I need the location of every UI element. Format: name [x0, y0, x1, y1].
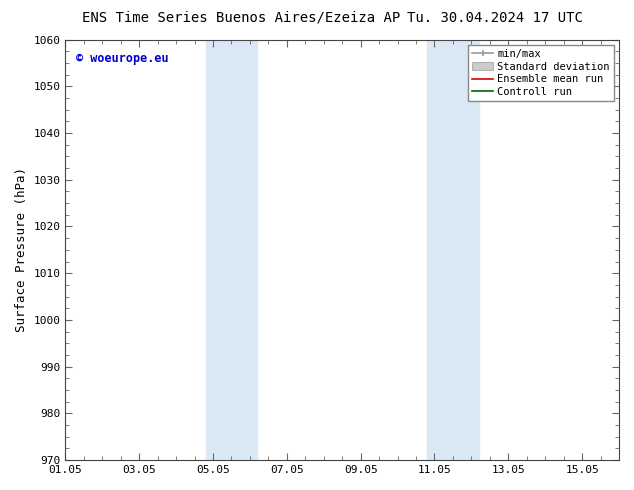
Bar — [453, 40, 479, 460]
Legend: min/max, Standard deviation, Ensemble mean run, Controll run: min/max, Standard deviation, Ensemble me… — [468, 45, 614, 101]
Bar — [427, 40, 453, 460]
Text: ENS Time Series Buenos Aires/Ezeiza AP: ENS Time Series Buenos Aires/Ezeiza AP — [82, 11, 400, 25]
Text: Tu. 30.04.2024 17 UTC: Tu. 30.04.2024 17 UTC — [406, 11, 583, 25]
Bar — [205, 40, 231, 460]
Text: © woeurope.eu: © woeurope.eu — [77, 52, 169, 65]
Y-axis label: Surface Pressure (hPa): Surface Pressure (hPa) — [15, 168, 28, 332]
Bar — [231, 40, 257, 460]
